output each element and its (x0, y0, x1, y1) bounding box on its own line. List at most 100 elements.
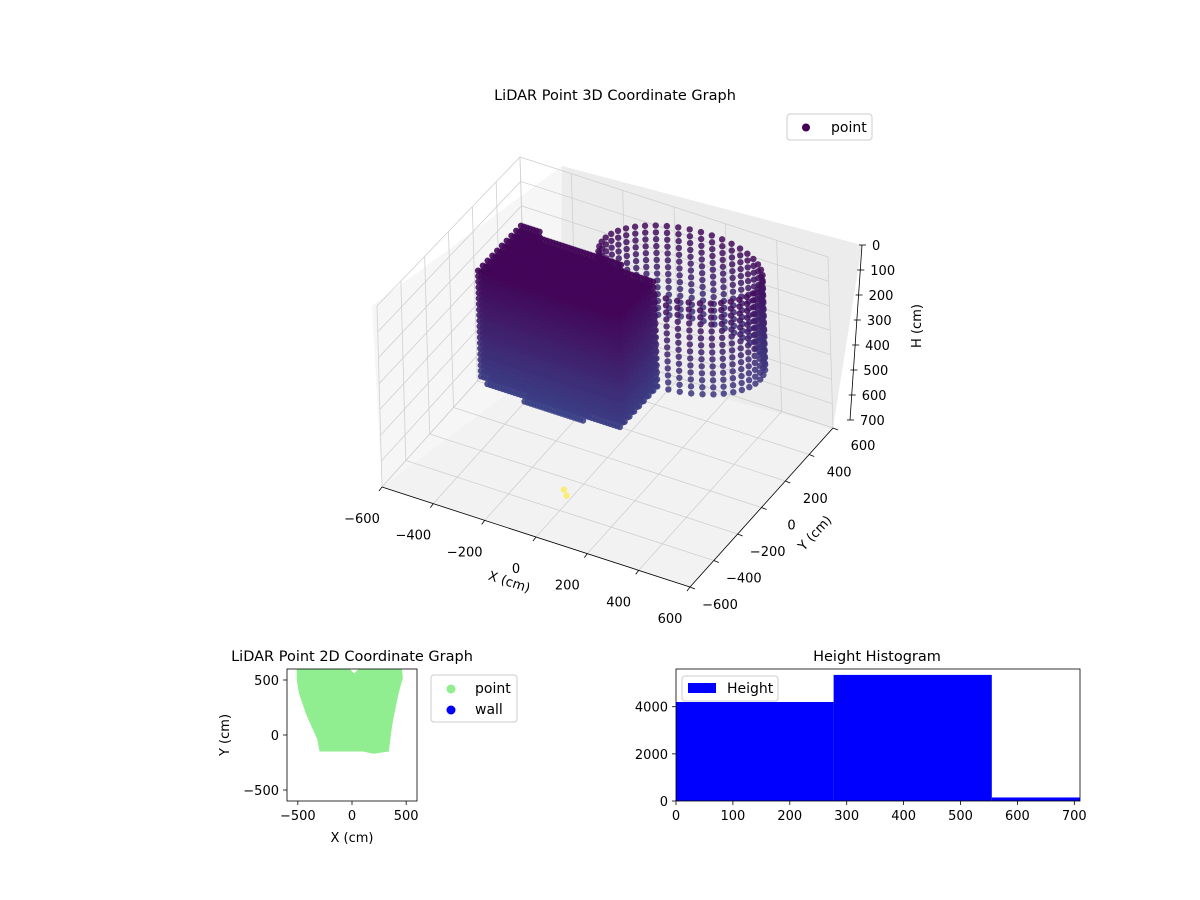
data-point (676, 265, 683, 272)
data-point (743, 293, 750, 301)
plot3d-xlabel: X (cm) (486, 569, 532, 597)
data-point (737, 358, 745, 366)
data-point (615, 255, 622, 262)
data-point (675, 237, 682, 245)
data-point (720, 290, 727, 298)
y-tick-label: −200 (750, 545, 786, 560)
data-point (676, 381, 683, 388)
data-point (698, 242, 705, 250)
data-point (614, 234, 622, 241)
data-point (719, 256, 726, 264)
data-point (698, 263, 706, 270)
data-point (665, 270, 672, 278)
plot3d-ticks: −600−400−2000200400600−600−400−200020040… (344, 239, 895, 627)
data-point (737, 279, 745, 287)
data-point (729, 267, 736, 275)
data-point (664, 372, 672, 379)
data-point (686, 233, 694, 240)
grid-line (471, 206, 478, 382)
plot3d-points (474, 222, 769, 499)
data-point (745, 370, 753, 377)
data-point (710, 293, 717, 301)
data-point (687, 274, 695, 281)
data-point (719, 341, 726, 349)
data-point (709, 349, 716, 356)
data-point (632, 251, 640, 258)
y-tick-label: −600 (702, 598, 738, 613)
data-point (708, 239, 716, 246)
data-point (744, 328, 751, 335)
data-point (719, 270, 727, 277)
data-point (709, 252, 716, 260)
data-point (676, 258, 683, 265)
data-point (697, 335, 705, 342)
data-point (728, 326, 735, 333)
data-point (653, 263, 661, 270)
y-tick (809, 454, 815, 457)
data-point (729, 375, 737, 382)
data-point (632, 237, 639, 244)
data-point (615, 248, 622, 255)
data-point (744, 321, 751, 328)
data-point (623, 245, 630, 253)
y-tick-label: 200 (803, 492, 828, 507)
data-point (719, 249, 726, 257)
data-point (687, 253, 694, 260)
data-point (737, 252, 744, 259)
data-point (631, 223, 639, 230)
data-point (720, 277, 727, 284)
plot3d-title: LiDAR Point 3D Coordinate Graph (494, 88, 736, 104)
data-point (664, 243, 671, 250)
data-point (698, 249, 705, 256)
data-point (687, 260, 694, 267)
data-point (663, 337, 671, 344)
grid-line (453, 407, 762, 508)
data-point (729, 382, 737, 389)
data-point (760, 356, 767, 363)
data-point (738, 286, 745, 293)
data-point (608, 251, 615, 258)
data-point (688, 280, 695, 288)
data-point (674, 325, 682, 332)
data-point (738, 372, 745, 380)
x-tick-label: −600 (344, 512, 380, 527)
data-point (663, 330, 670, 337)
data-point (643, 270, 650, 278)
data-point (737, 345, 744, 352)
data-point (632, 257, 640, 265)
data-point (698, 377, 706, 384)
data-point (761, 366, 769, 374)
data-point (729, 288, 737, 295)
data-point (673, 297, 681, 304)
data-point (752, 380, 759, 387)
data-point (737, 259, 744, 266)
z-tick-label: 100 (870, 264, 895, 279)
data-point (652, 229, 660, 236)
data-point (750, 304, 757, 311)
data-point (652, 222, 659, 229)
x-tick (532, 536, 537, 542)
data-point (729, 368, 736, 375)
data-point (756, 376, 764, 383)
data-point (642, 236, 649, 243)
data-point (757, 350, 764, 357)
data-point (642, 256, 650, 264)
data-point (697, 314, 704, 321)
data-point (632, 244, 639, 251)
data-point (623, 259, 631, 267)
data-point (707, 307, 715, 314)
data-point (664, 358, 671, 365)
data-point (708, 335, 716, 342)
data-point (675, 360, 683, 367)
data-point (751, 366, 759, 373)
data-point (697, 328, 704, 335)
data-point (737, 352, 745, 359)
data-point (698, 356, 705, 363)
data-point (699, 290, 706, 297)
data-point (730, 388, 737, 396)
data-point (674, 311, 681, 318)
x-tick (378, 486, 383, 492)
data-point (697, 342, 705, 349)
data-point (720, 284, 727, 291)
data-point (750, 276, 758, 283)
